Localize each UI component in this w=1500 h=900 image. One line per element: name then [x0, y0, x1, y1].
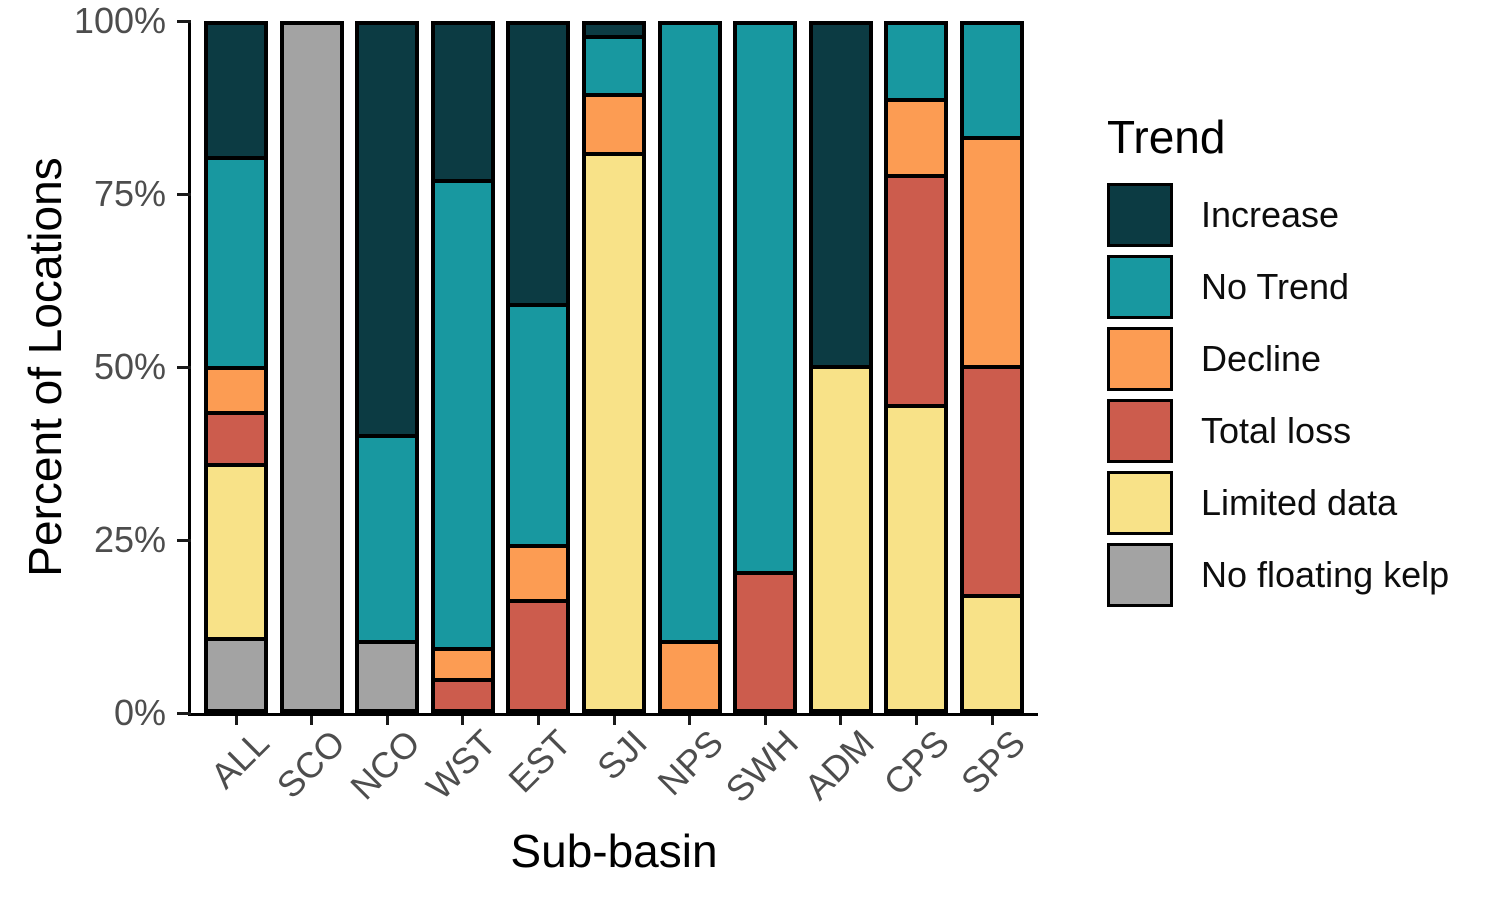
y-tick-mark-75 — [177, 192, 191, 196]
y-tick-label-50: 50% — [93, 346, 166, 387]
bar-segment-nps-no-trend — [659, 23, 720, 643]
bar-segment-sps-total-loss — [962, 367, 1022, 597]
y-tick-label-0: 0% — [113, 692, 166, 733]
legend-item-decline: Decline — [1107, 327, 1321, 391]
x-tick-mark-all — [234, 716, 238, 725]
x-tick-mark-adm — [839, 716, 843, 725]
y-tick-mark-100 — [177, 19, 191, 23]
y-tick-label-75: 75% — [93, 173, 166, 214]
y-tick-label-100: 100% — [73, 0, 166, 41]
bar-segment-all-total-loss — [206, 413, 266, 466]
bar-nps — [657, 21, 722, 713]
y-tick-label-25: 25% — [93, 519, 166, 560]
bar-segment-wst-decline — [432, 649, 493, 681]
bar-segment-sji-no-trend — [584, 36, 644, 96]
x-tick-mark-est — [536, 716, 540, 725]
bar-segment-cps-no-trend — [886, 23, 947, 101]
legend-item-total-loss: Total loss — [1107, 399, 1351, 463]
bar-segment-est-increase — [508, 23, 569, 306]
legend-label-total-loss: Total loss — [1201, 410, 1352, 451]
bar-segment-est-no-trend — [508, 305, 569, 546]
bar-segment-est-total-loss — [508, 600, 569, 711]
bar-sco — [279, 21, 344, 713]
x-tick-mark-nco — [385, 716, 389, 725]
y-tick-mark-50 — [177, 365, 191, 369]
legend-item-no-trend: No Trend — [1107, 255, 1349, 319]
bar-segment-wst-no-trend — [432, 181, 493, 650]
legend-swatch-no-trend — [1107, 255, 1173, 319]
legend-swatch-limited-data — [1107, 471, 1173, 535]
bar-all — [204, 21, 268, 713]
x-tick-mark-swh — [763, 716, 767, 725]
legend-swatch-decline — [1107, 327, 1173, 391]
bar-segment-all-decline — [206, 368, 266, 414]
legend-label-no-trend: No Trend — [1201, 266, 1350, 307]
bar-segment-adm-limited-data — [810, 367, 871, 711]
bar-wst — [430, 21, 495, 713]
bar-segment-all-no-trend — [206, 157, 266, 369]
bar-segment-wst-increase — [432, 23, 493, 182]
y-tick-mark-0 — [177, 711, 191, 715]
bar-est — [506, 21, 571, 713]
bar-segment-all-no-floating-kelp — [206, 638, 266, 711]
x-tick-mark-sps — [990, 716, 994, 725]
bar-segment-cps-decline — [886, 100, 947, 177]
legend-swatch-no-floating-kelp — [1107, 543, 1173, 607]
x-tick-mark-sji — [612, 716, 616, 725]
bar-swh — [733, 21, 798, 713]
x-axis-title: Sub-basin — [510, 825, 718, 877]
bar-segment-all-limited-data — [206, 465, 266, 639]
bar-segment-swh-no-trend — [735, 23, 796, 574]
y-axis-line — [188, 21, 191, 716]
bar-segment-nco-no-floating-kelp — [357, 642, 418, 711]
bar-segment-sji-decline — [584, 95, 644, 154]
bar-sps — [960, 21, 1024, 713]
x-axis-line — [188, 713, 1038, 716]
legend-item-no-floating-kelp: No floating kelp — [1107, 543, 1449, 607]
bar-segment-nps-decline — [659, 642, 720, 711]
bar-segment-sps-decline — [962, 137, 1022, 368]
bar-segment-swh-total-loss — [735, 573, 796, 711]
legend-label-limited-data: Limited data — [1201, 482, 1398, 523]
bar-segment-cps-limited-data — [886, 405, 947, 711]
bar-nco — [355, 21, 420, 713]
bar-segment-est-decline — [508, 545, 569, 601]
bar-sji — [582, 21, 646, 713]
bar-segment-nco-no-trend — [357, 435, 418, 643]
bar-segment-sji-increase — [584, 23, 644, 37]
x-tick-mark-nps — [688, 716, 692, 725]
plot-area — [191, 21, 1036, 713]
bar-adm — [808, 21, 873, 713]
bar-segment-wst-total-loss — [432, 680, 493, 711]
legend-label-no-floating-kelp: No floating kelp — [1201, 554, 1450, 595]
legend-item-limited-data: Limited data — [1107, 471, 1397, 535]
bar-segment-adm-increase — [810, 23, 871, 367]
bar-segment-sco-no-floating-kelp — [281, 23, 342, 711]
bar-segment-nco-increase — [357, 23, 418, 436]
bar-segment-sps-no-trend — [962, 23, 1022, 138]
legend-label-increase: Increase — [1201, 194, 1340, 235]
bar-segment-all-increase — [206, 23, 266, 158]
x-tick-mark-sco — [310, 716, 314, 725]
bar-segment-sps-limited-data — [962, 596, 1022, 711]
bar-segment-sji-limited-data — [584, 153, 644, 711]
legend-label-decline: Decline — [1201, 338, 1322, 379]
y-tick-mark-25 — [177, 538, 191, 542]
x-tick-mark-wst — [461, 716, 465, 725]
legend-item-increase: Increase — [1107, 183, 1339, 247]
bar-cps — [884, 21, 949, 713]
bar-segment-cps-total-loss — [886, 176, 947, 406]
legend-title: Trend — [1107, 111, 1226, 163]
x-tick-mark-cps — [914, 716, 918, 725]
legend-swatch-total-loss — [1107, 399, 1173, 463]
legend-swatch-increase — [1107, 183, 1173, 247]
